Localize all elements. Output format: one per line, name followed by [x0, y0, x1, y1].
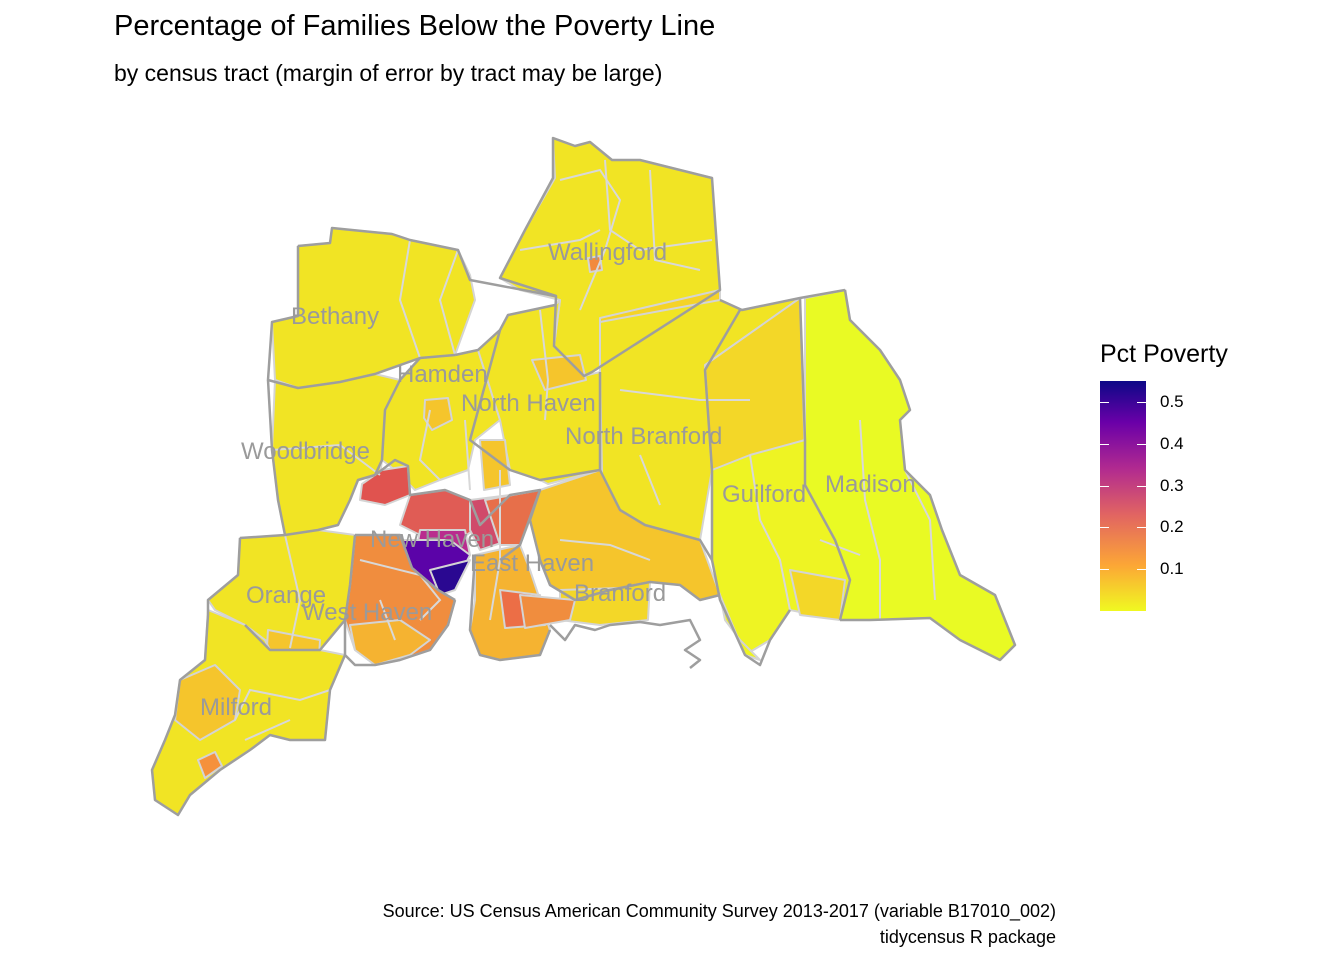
town-label-wallingford: Wallingford: [548, 239, 667, 266]
caption-source: Source: US Census American Community Sur…: [382, 901, 1056, 921]
tract-hamden-orange[interactable]: [423, 397, 453, 431]
border-bethany: [266, 226, 556, 390]
tract-north-haven-orange2[interactable]: [479, 439, 511, 491]
border-west-haven: [343, 534, 457, 667]
tract-milford-hot[interactable]: [197, 751, 223, 779]
tract-north-haven[interactable]: [477, 299, 603, 485]
legend-tick-label: 0.5: [1160, 392, 1184, 411]
town-label-north-branford: North Branford: [565, 423, 722, 450]
chart-title: Percentage of Families Below the Poverty…: [114, 10, 716, 42]
legend-tick-mark: [1100, 486, 1146, 487]
town-label-hamden: Hamden: [397, 361, 488, 388]
town-label-madison: Madison: [825, 471, 916, 498]
town-label-milford: Milford: [200, 694, 272, 721]
legend-title: Pct Poverty: [1100, 340, 1228, 368]
town-label-north-haven: North Haven: [461, 390, 596, 417]
town-label-orange: Orange: [246, 582, 326, 609]
legend-tick-mark: [1100, 527, 1146, 528]
legend-color-bar: [1100, 381, 1146, 611]
town-label-west-haven: West Haven: [302, 599, 432, 626]
border-north-branford: [598, 288, 846, 561]
border-wallingford: [498, 136, 722, 378]
town-label-branford: Branford: [574, 580, 666, 607]
chart-caption: Source: US Census American Community Sur…: [383, 898, 1056, 950]
town-label-guilford: Guilford: [722, 481, 806, 508]
legend-tick-label: 0.4: [1160, 434, 1184, 453]
legend-tick-label: 0.1: [1160, 559, 1184, 578]
border-woodbridge: [266, 379, 376, 537]
legend-tick-mark: [1100, 402, 1146, 403]
border-east-haven-branford: [468, 489, 721, 669]
tract-fills: [151, 137, 1016, 816]
town-label-new-haven: New Haven: [370, 526, 494, 553]
legend-tick-label: 0.3: [1160, 476, 1184, 495]
caption-package: tidycensus R package: [879, 927, 1056, 947]
town-label-east-haven: East Haven: [470, 550, 594, 577]
tract-new-haven-port[interactable]: [429, 559, 471, 596]
legend-tick-label: 0.2: [1160, 517, 1184, 536]
legend-tick-mark: [1100, 444, 1146, 445]
town-label-woodbridge: Woodbridge: [241, 438, 370, 465]
tract-west-haven-south[interactable]: [349, 619, 431, 666]
town-labels: Wallingford Bethany Hamden North Haven N…: [200, 239, 916, 721]
border-guilford-madison: [710, 289, 1017, 667]
tract-branford-hot[interactable]: [519, 594, 576, 629]
town-label-bethany: Bethany: [291, 303, 379, 330]
border-north-haven: [468, 329, 602, 482]
border-orange-milford: [150, 533, 347, 817]
legend-tick-mark: [1100, 569, 1146, 570]
chart-subtitle: by census tract (margin of error by trac…: [114, 60, 663, 86]
town-boundaries: [150, 136, 1017, 817]
